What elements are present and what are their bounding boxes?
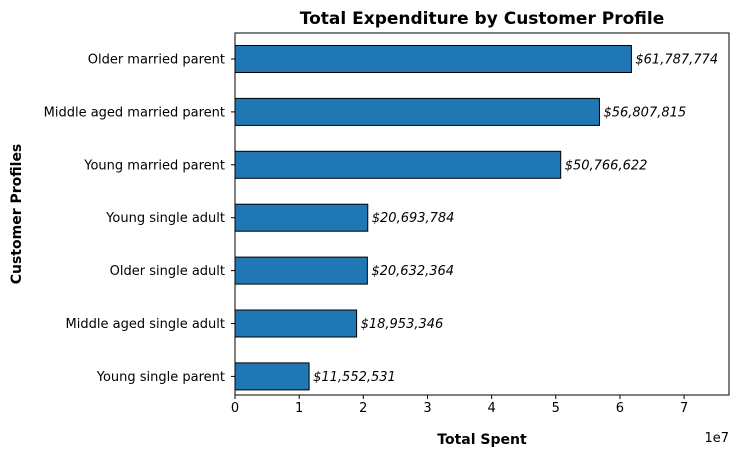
x-tick-label: 2 — [359, 401, 367, 416]
data-label: $18,953,346 — [361, 317, 444, 332]
bar — [234, 150, 562, 179]
x-ticks: 0 1 2 3 4 5 6 7 — [231, 395, 688, 416]
y-tick-label: Young single parent — [96, 370, 225, 385]
plot-frame — [234, 32, 730, 396]
bars-group — [234, 45, 632, 391]
y-tick-label: Middle aged single adult — [66, 317, 225, 332]
bar — [234, 256, 368, 285]
y-tick-label: Young married parent — [83, 158, 225, 173]
y-tick-label: Older single adult — [110, 264, 225, 279]
chart-title: Total Expenditure by Customer Profile — [300, 9, 665, 29]
x-tick-label: 1 — [295, 401, 303, 416]
x-tick-label: 0 — [231, 401, 239, 416]
data-label: $56,807,815 — [603, 105, 686, 120]
x-tick-label: 6 — [616, 401, 624, 416]
x-axis-offset-label: 1e7 — [704, 431, 729, 446]
data-label: $50,766,622 — [565, 158, 648, 173]
data-labels: $61,787,774 $56,807,815 $50,766,622 $20,693… — [313, 53, 718, 385]
bar — [234, 309, 358, 338]
data-label: $20,632,364 — [371, 264, 454, 279]
data-label: $20,693,784 — [372, 211, 455, 226]
y-tick-label: Older married parent — [88, 53, 225, 68]
bar — [234, 362, 310, 391]
data-label: $61,787,774 — [635, 53, 718, 68]
y-tick-labels: Older married parent Middle aged married … — [44, 53, 235, 385]
bar — [234, 45, 632, 73]
x-tick-label: 7 — [680, 401, 688, 416]
y-tick-label: Young single adult — [105, 211, 225, 226]
x-axis-title: Total Spent — [437, 432, 527, 448]
x-tick-label: 3 — [423, 401, 431, 416]
x-tick-label: 5 — [552, 401, 560, 416]
data-label: $11,552,531 — [313, 370, 396, 385]
bar — [234, 97, 600, 126]
y-tick-label: Middle aged married parent — [44, 105, 225, 120]
x-tick-label: 4 — [487, 401, 495, 416]
y-axis-title: Customer Profiles — [9, 144, 25, 285]
bar — [234, 203, 369, 232]
